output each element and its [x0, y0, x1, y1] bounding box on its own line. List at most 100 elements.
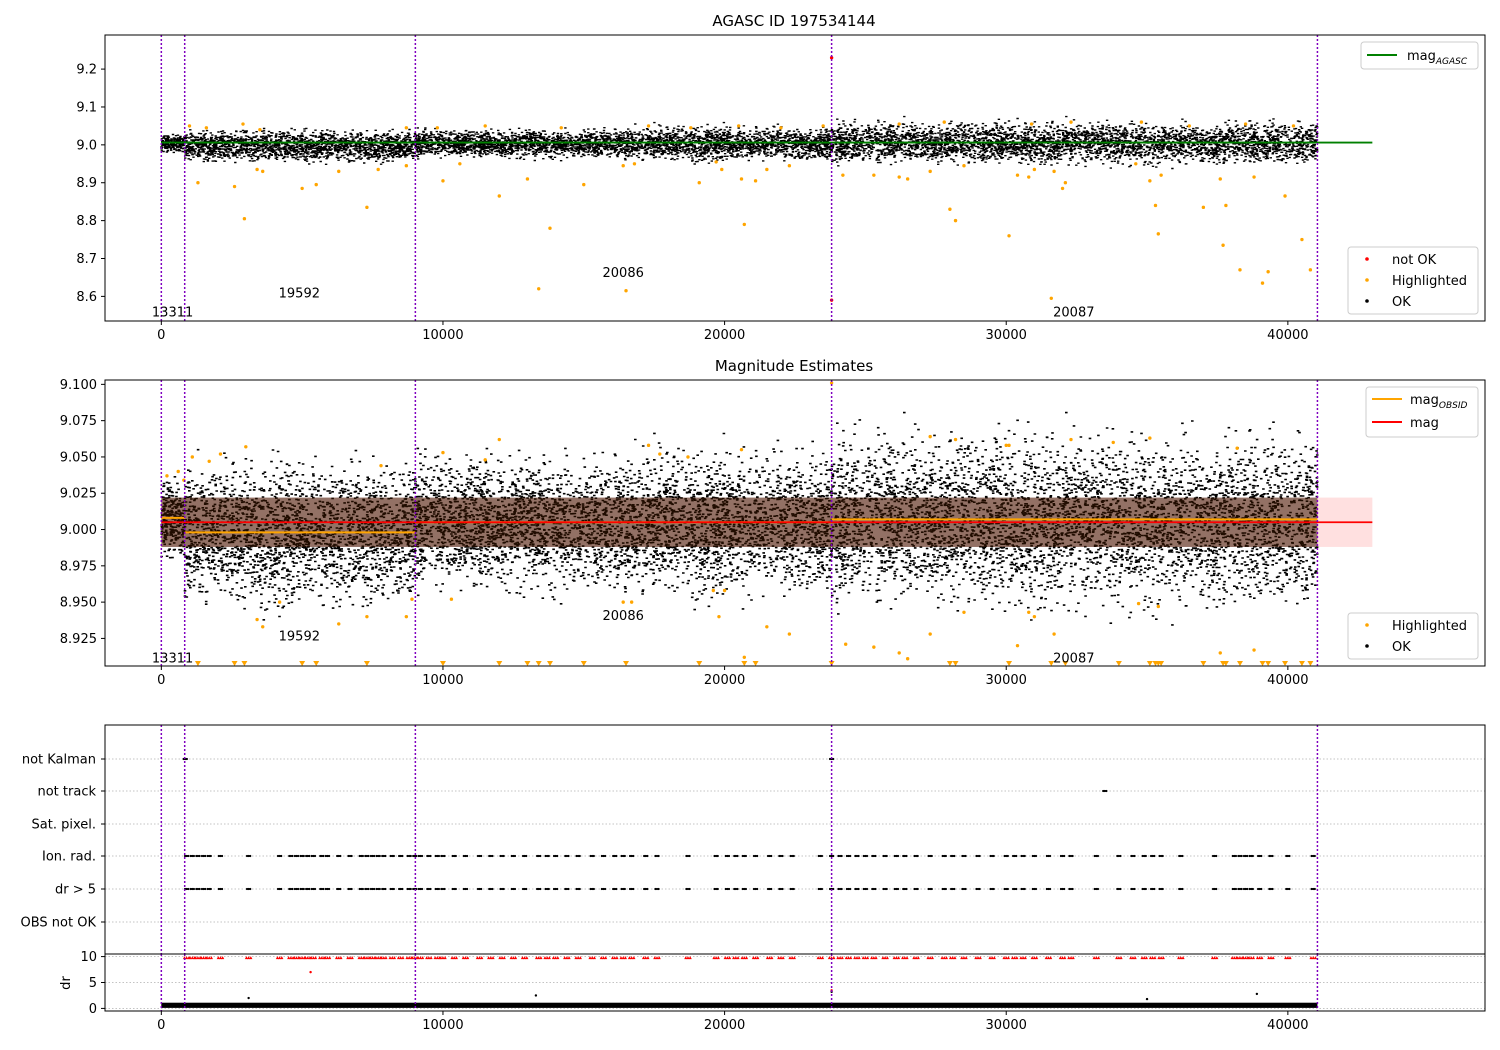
highlighted-point [1221, 243, 1225, 247]
dr-band [161, 1002, 1318, 1008]
flag-point [1141, 854, 1144, 858]
flag-point [779, 854, 783, 858]
flag-category-label: not track [37, 785, 96, 800]
dr-clipped-triangle [328, 956, 332, 960]
dr-clipped-triangle [619, 956, 623, 960]
flag-point [392, 854, 395, 858]
flag-point [847, 854, 850, 858]
dr-clipped-triangle [863, 956, 868, 960]
svg-text:OK: OK [1392, 640, 1411, 655]
dr-clipped-triangle [1044, 956, 1048, 960]
highlighted-down-triangle [1282, 661, 1289, 666]
flag-point [756, 887, 759, 891]
dr-clipped-triangle [392, 956, 397, 960]
flag-point [536, 854, 539, 858]
dr-clipped-triangle [1094, 956, 1098, 960]
dr-clipped-triangle [475, 956, 479, 960]
flag-point [1215, 887, 1218, 891]
flag-point [1251, 887, 1254, 891]
highlighted-down-triangle [535, 661, 542, 666]
flag-point [734, 887, 737, 891]
dr-clipped-triangle [576, 956, 580, 960]
flag-point [766, 854, 770, 858]
flag-point [991, 887, 994, 891]
dr-clipped-triangle [1249, 956, 1253, 960]
flag-point [348, 887, 352, 891]
highlighted-point [176, 469, 180, 474]
dr-clipped-triangle [374, 956, 378, 960]
flag-point [1069, 887, 1073, 891]
flag-point [476, 887, 480, 891]
dr-clipped-triangle [244, 956, 249, 960]
highlighted-point [1291, 124, 1296, 128]
flag-point [685, 854, 688, 858]
flag-point [1130, 887, 1133, 891]
dr-clipped-triangle [853, 956, 857, 960]
flag-point [1068, 887, 1071, 891]
highlighted-point [1224, 203, 1228, 208]
flag-point [895, 887, 898, 891]
dr-clipped-triangle [1181, 956, 1185, 960]
flag-point [187, 854, 190, 858]
dr-clipped-triangle [427, 956, 431, 960]
highlighted-point [1111, 440, 1115, 445]
flag-point [864, 854, 867, 858]
flag-point [280, 887, 283, 891]
dr-clipped-triangle [509, 956, 513, 960]
dr-clipped-triangle [765, 956, 770, 960]
flag-point [209, 887, 212, 891]
flag-point [862, 854, 865, 858]
flag-point [1149, 854, 1153, 858]
dr-clipped-triangle [948, 956, 953, 960]
flag-point [489, 887, 492, 891]
flag-point [412, 887, 415, 891]
flag-point [409, 854, 412, 858]
flag-point [781, 887, 784, 891]
flag-point [208, 854, 211, 858]
flag-point [406, 887, 409, 891]
flag-point [310, 854, 313, 858]
flag-point [770, 854, 773, 858]
dr-clipped-triangle [723, 956, 727, 960]
highlighted-point [1260, 281, 1265, 285]
dr-clipped-triangle [1133, 956, 1137, 960]
flag-point [903, 887, 906, 891]
flag-point [864, 887, 867, 891]
flag-point [855, 854, 859, 858]
flag-point [389, 854, 392, 858]
dr-clipped-triangle [940, 956, 944, 960]
dr-clipped-triangle [830, 956, 834, 960]
highlighted-down-triangle [363, 661, 370, 666]
flag-point [1048, 887, 1052, 891]
flag-point [288, 854, 291, 858]
flag-point [1244, 854, 1247, 858]
dr-clipped-triangle [443, 956, 447, 960]
highlighted-point [632, 162, 637, 166]
dr-clipped-triangle [388, 956, 392, 960]
dr-clipped-triangle [686, 956, 690, 960]
flag-point [249, 887, 252, 891]
dr-clipped-triangle [359, 956, 363, 960]
flag-point [789, 887, 792, 891]
flag-point [564, 887, 567, 891]
flag-point [369, 854, 373, 858]
flag-point [779, 887, 783, 891]
flag-point [874, 887, 877, 891]
flag-point [1258, 887, 1261, 891]
dr-clipped-triangle [221, 956, 225, 960]
highlighted-point [537, 287, 541, 291]
highlighted-point [1029, 122, 1034, 126]
highlighted-point [1136, 601, 1141, 606]
flag-point [415, 854, 418, 858]
dr-clipped-triangle [365, 956, 369, 960]
flag-point [976, 887, 980, 891]
flag-point [828, 887, 832, 891]
y-tick-label: 9.1 [76, 100, 97, 115]
dr-clipped-triangle [539, 956, 543, 960]
flag-point [453, 887, 456, 891]
flag-point [392, 887, 395, 891]
flag-point [440, 854, 443, 858]
flag-point [845, 854, 849, 858]
flag-point [302, 887, 305, 891]
flag-point [578, 854, 581, 858]
